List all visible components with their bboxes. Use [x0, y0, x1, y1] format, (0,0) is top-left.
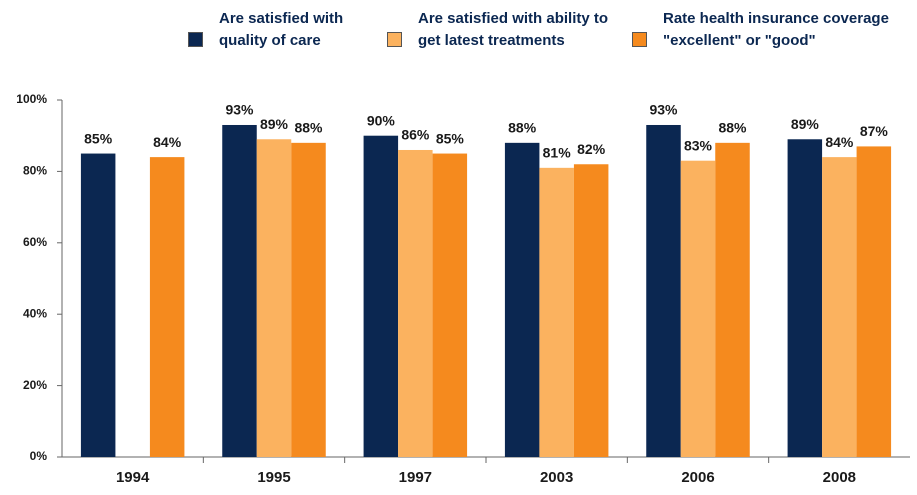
- value-label: 88%: [718, 120, 747, 136]
- value-label: 83%: [684, 137, 713, 153]
- value-label: 93%: [225, 102, 254, 118]
- bar: [715, 142, 750, 457]
- x-tick-label: 2008: [823, 469, 856, 486]
- value-label: 87%: [860, 123, 889, 139]
- bar: [680, 160, 716, 457]
- bar: [149, 157, 185, 457]
- bar: [291, 142, 326, 457]
- value-label: 85%: [436, 130, 465, 146]
- y-tick-label: 0%: [30, 449, 48, 463]
- x-tick-label: 2003: [540, 469, 573, 486]
- legend-swatch: [387, 32, 402, 47]
- bar: [363, 135, 399, 457]
- y-tick-label: 20%: [23, 378, 47, 392]
- x-tick-label: 2006: [681, 469, 714, 486]
- legend-swatch: [188, 32, 203, 47]
- bar: [504, 142, 540, 457]
- legend-label: Are satisfied with ability to get latest…: [418, 10, 609, 49]
- y-tick-label: 40%: [23, 306, 47, 320]
- bar: [573, 164, 609, 457]
- value-label: 86%: [401, 127, 430, 143]
- legend-label: Rate health insurance coverage "excellen…: [663, 10, 889, 49]
- bar: [822, 157, 857, 457]
- legend-item: Rate health insurance coverage "excellen…: [632, 8, 903, 52]
- value-label: 90%: [367, 112, 396, 128]
- y-tick-label: 60%: [23, 235, 47, 249]
- bar: [646, 124, 681, 458]
- bar: [256, 139, 292, 457]
- value-label: 93%: [649, 102, 678, 118]
- value-label: 88%: [508, 120, 537, 136]
- value-label: 84%: [825, 134, 854, 150]
- x-tick-label: 1994: [116, 469, 150, 486]
- bar: [539, 167, 574, 457]
- legend-item: Are satisfied with quality of care: [188, 8, 369, 52]
- value-label: 85%: [84, 130, 113, 146]
- legend-item: Are satisfied with ability to get latest…: [387, 8, 618, 52]
- x-tick-label: 1997: [399, 469, 432, 486]
- x-tick-label: 1995: [257, 469, 290, 486]
- value-label: 81%: [543, 145, 572, 161]
- bar: [787, 139, 823, 457]
- bar: [398, 149, 433, 458]
- value-label: 89%: [260, 116, 289, 132]
- y-tick-label: 100%: [16, 92, 47, 106]
- bar: [222, 124, 257, 458]
- bar: [856, 146, 892, 457]
- value-label: 89%: [791, 116, 820, 132]
- value-label: 84%: [153, 134, 182, 150]
- legend-label: Are satisfied with quality of care: [219, 10, 344, 49]
- value-label: 82%: [577, 141, 606, 157]
- y-tick-label: 80%: [23, 164, 47, 178]
- bar: [432, 153, 468, 458]
- bar: [80, 153, 116, 458]
- value-label: 88%: [294, 120, 323, 136]
- legend-swatch: [632, 32, 647, 47]
